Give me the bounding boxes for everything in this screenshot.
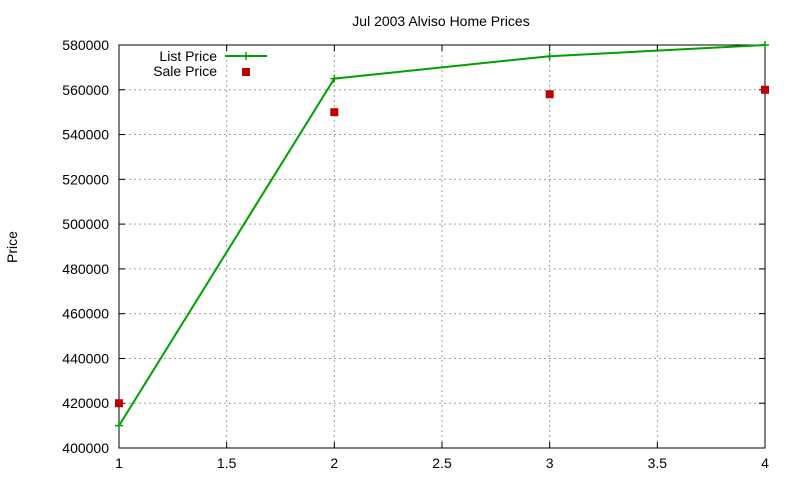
x-tick-label: 4 xyxy=(761,455,769,471)
data-point-list-price xyxy=(115,421,123,430)
legend-marker-sale-price xyxy=(242,68,250,76)
data-point-list-price xyxy=(545,52,554,61)
y-tick-label: 480000 xyxy=(62,261,109,277)
y-tick-label: 420000 xyxy=(62,395,109,411)
series-line-list-price xyxy=(118,44,766,427)
data-point-sale-price xyxy=(330,108,339,117)
grid-lines xyxy=(119,45,765,448)
y-tick-label: 580000 xyxy=(62,37,109,53)
x-tick-labels: 1 1.5 2 2.5 3 3.5 4 xyxy=(115,455,769,471)
legend-label-list-price: List Price xyxy=(159,48,217,64)
series-layer xyxy=(115,41,769,430)
legend-label-sale-price: Sale Price xyxy=(153,63,217,79)
y-tick-label: 520000 xyxy=(62,171,109,187)
x-tick-label: 3.5 xyxy=(648,455,668,471)
legend: List Price Sale Price xyxy=(153,48,267,79)
legend-marker-list-price xyxy=(242,52,250,60)
y-tick-labels: 400000 420000 440000 460000 480000 500000 5200… xyxy=(62,37,109,456)
x-tick-label: 2.5 xyxy=(432,455,452,471)
y-axis-label: Price xyxy=(4,231,20,263)
data-point-sale-price xyxy=(761,85,769,94)
data-point-list-price xyxy=(330,74,339,83)
data-point-list-price xyxy=(761,41,769,49)
x-tick-label: 2 xyxy=(330,455,338,471)
y-tick-label: 460000 xyxy=(62,306,109,322)
y-tick-label: 540000 xyxy=(62,127,109,143)
y-tick-label: 400000 xyxy=(62,440,109,456)
chart-title: Jul 2003 Alviso Home Prices xyxy=(352,13,529,29)
x-tick-label: 3 xyxy=(546,455,554,471)
y-tick-label: 560000 xyxy=(62,82,109,98)
plot-frame xyxy=(118,44,766,449)
x-tick-label: 1 xyxy=(115,455,123,471)
data-point-sale-price xyxy=(115,399,123,408)
data-point-sale-price xyxy=(545,90,554,99)
y-tick-label: 440000 xyxy=(62,350,109,366)
y-tick-label: 500000 xyxy=(62,216,109,232)
x-tick-label: 1.5 xyxy=(217,455,237,471)
